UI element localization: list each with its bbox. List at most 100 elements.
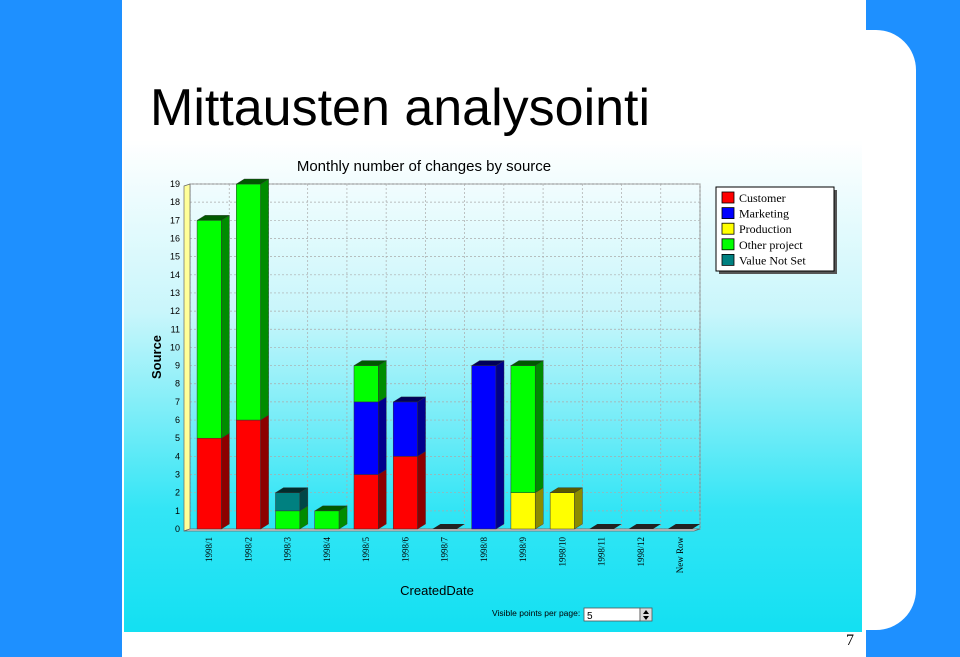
legend-swatch xyxy=(721,207,735,220)
bar-segment xyxy=(392,401,418,457)
x-tick-label: 1998/2 xyxy=(243,537,253,562)
bar-segment-side xyxy=(221,214,230,439)
legend-swatch xyxy=(721,253,735,266)
y-tick-label: 19 xyxy=(170,179,180,189)
visible-points-label: Visible points per page: xyxy=(492,608,580,618)
x-tick-label: 1998/11 xyxy=(597,537,607,566)
bar-segment-side xyxy=(260,178,269,421)
bar-segment-top xyxy=(235,178,270,185)
y-tick-label: 3 xyxy=(175,470,180,480)
legend-label: Customer xyxy=(739,191,786,205)
x-tick-label: 1998/3 xyxy=(283,537,293,563)
bar-segment-top xyxy=(549,487,584,493)
page-number: 7 xyxy=(846,632,854,649)
bar-segment-top xyxy=(392,396,427,403)
plot-side-wall xyxy=(183,183,191,532)
legend-swatch xyxy=(721,191,735,204)
spinner-buttons xyxy=(639,607,653,622)
x-tick-label: 1998/5 xyxy=(361,537,371,563)
bar-segment-side xyxy=(535,487,544,530)
y-tick-label: 13 xyxy=(170,288,180,298)
bar-segment-side xyxy=(495,360,505,530)
legend-label: Marketing xyxy=(739,207,789,221)
y-tick-label: 10 xyxy=(170,342,180,352)
y-axis-label: Source xyxy=(149,335,164,379)
x-tick-label: 1998/10 xyxy=(557,537,567,567)
y-tick-label: 1 xyxy=(175,506,180,516)
y-tick-label: 17 xyxy=(170,215,180,225)
legend-swatch xyxy=(721,222,735,235)
y-tick-label: 9 xyxy=(175,361,180,371)
bar-zero-slab xyxy=(589,524,622,529)
x-tick-label: 1998/9 xyxy=(518,537,528,563)
y-tick-label: 12 xyxy=(170,306,180,316)
y-tick-label: 16 xyxy=(170,233,180,243)
bar-segment-top xyxy=(196,215,231,221)
x-tick-label: 1998/4 xyxy=(322,537,332,563)
x-axis-label: CreatedDate xyxy=(400,583,474,598)
bar-segment xyxy=(236,183,261,421)
x-tick-label: 1998/1 xyxy=(204,537,214,562)
bar-segment xyxy=(275,492,301,512)
spinner-up-icon xyxy=(643,610,649,614)
plot-floor xyxy=(183,528,701,532)
y-tick-label: 2 xyxy=(175,488,180,498)
bar-segment-side xyxy=(378,396,387,475)
y-tick-label: 7 xyxy=(175,397,180,407)
bar-segment-side xyxy=(535,360,544,494)
x-tick-label: 1998/12 xyxy=(636,537,646,567)
y-tick-label: 4 xyxy=(175,451,180,461)
bar-zero-slab xyxy=(667,524,701,529)
legend-box xyxy=(715,186,835,272)
bar-segment-side xyxy=(378,360,387,403)
y-tick-label: 6 xyxy=(175,415,180,425)
bar-segment-top xyxy=(314,505,348,512)
bar-segment xyxy=(236,419,261,530)
bar-zero-slab xyxy=(432,524,465,529)
bar-segment xyxy=(353,401,379,475)
y-tick-label: 14 xyxy=(170,270,180,280)
x-tick-label: 1998/8 xyxy=(479,537,489,563)
bar-segment xyxy=(549,492,575,530)
frame-left-bar xyxy=(0,0,122,657)
spinner-down-icon xyxy=(643,616,649,620)
bar-segment xyxy=(275,510,301,530)
bar-segment xyxy=(510,365,536,493)
bar-segment xyxy=(314,510,340,530)
y-tick-label: 11 xyxy=(171,324,180,334)
bar-segment-top xyxy=(353,360,388,366)
bar-segment-side xyxy=(221,432,230,530)
bar-segment-side xyxy=(378,469,387,530)
y-tick-label: 8 xyxy=(175,379,180,389)
bar-segment xyxy=(471,365,497,530)
bar-segment-top xyxy=(470,360,505,366)
bar-segment-side xyxy=(574,487,583,530)
legend-swatch xyxy=(721,238,735,251)
bar-segment-top xyxy=(274,487,309,493)
frame-curve xyxy=(866,30,916,630)
bar-segment xyxy=(196,437,222,530)
bar-segment xyxy=(353,365,379,403)
y-tick-label: 15 xyxy=(170,252,180,262)
slide-title: Mittausten analysointi xyxy=(150,79,651,137)
bar-segment xyxy=(353,474,379,530)
bar-segment-side xyxy=(260,414,269,530)
bar-segment-side xyxy=(417,396,426,457)
x-tick-label: 1998/7 xyxy=(440,537,450,563)
x-tick-label: New Row xyxy=(675,537,685,574)
chart-title: Monthly number of changes by source xyxy=(297,158,551,175)
bar-segment xyxy=(196,220,222,439)
legend-label: Production xyxy=(739,222,792,236)
x-tick-label: 1998/6 xyxy=(400,537,410,563)
bar-segment-side xyxy=(417,451,426,530)
y-tick-label: 0 xyxy=(175,524,180,534)
bar-segment xyxy=(510,492,536,530)
y-tick-label: 18 xyxy=(170,197,180,207)
visible-points-value: 5 xyxy=(587,611,593,622)
legend-label: Other project xyxy=(739,238,803,252)
bar-segment-top xyxy=(510,360,544,366)
legend-label: Value Not Set xyxy=(739,253,806,267)
bar-zero-slab xyxy=(628,524,661,529)
bar-segment xyxy=(392,456,418,530)
